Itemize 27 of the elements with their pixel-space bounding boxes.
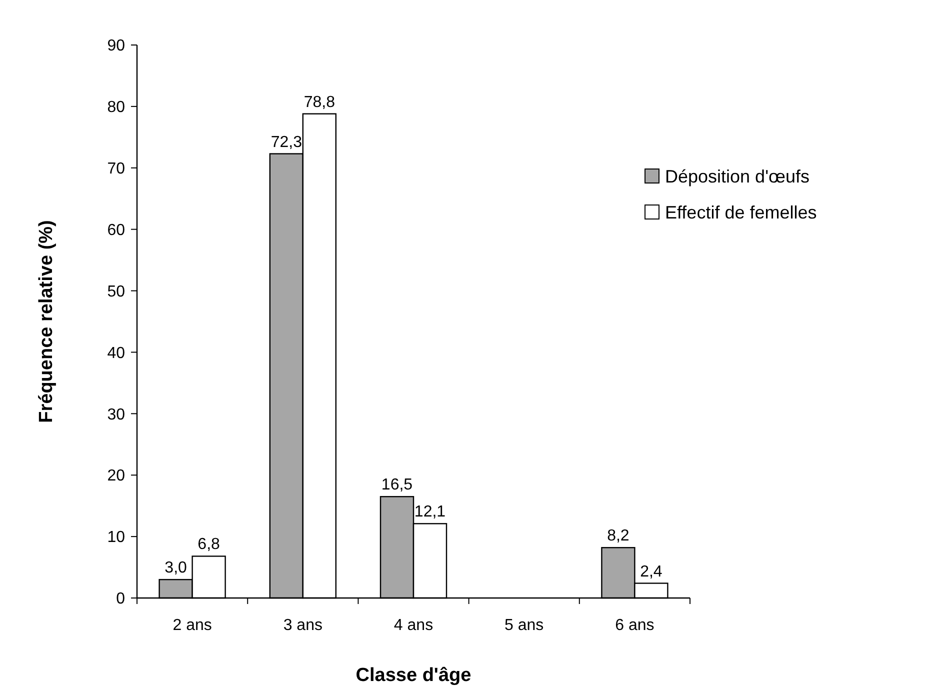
x-tick-label: 4 ans xyxy=(394,617,434,634)
x-tick-label: 6 ans xyxy=(615,617,654,634)
y-tick-label: 0 xyxy=(116,590,126,608)
data-label: 72,3 xyxy=(270,134,302,151)
x-tick-label: 5 ans xyxy=(504,617,544,634)
data-label: 8,2 xyxy=(607,528,630,545)
x-axis-title: Classe d'âge xyxy=(356,665,472,686)
y-tick-label: 60 xyxy=(107,222,126,239)
y-tick-label: 30 xyxy=(107,406,126,424)
x-tick-label: 3 ans xyxy=(283,617,322,634)
data-label: 12,1 xyxy=(414,504,446,521)
data-label: 16,5 xyxy=(381,476,413,494)
y-tick-label: 10 xyxy=(107,529,126,546)
y-tick-label: 50 xyxy=(107,283,126,300)
x-tick-label: 2 ans xyxy=(172,617,212,634)
y-tick-label: 70 xyxy=(107,160,126,178)
legend-label: Déposition d'œufs xyxy=(665,166,810,186)
data-label: 2,4 xyxy=(640,563,662,580)
data-label: 78,8 xyxy=(304,94,336,111)
data-label: 6,8 xyxy=(198,536,220,554)
y-tick-label: 80 xyxy=(107,99,126,116)
y-tick-label: 40 xyxy=(107,344,126,362)
legend-label: Effectif de femelles xyxy=(665,202,817,222)
y-tick-label: 20 xyxy=(107,468,126,485)
y-axis-title: Fréquence relative (%) xyxy=(36,220,57,423)
y-tick-label: 90 xyxy=(107,38,126,55)
data-label: 3,0 xyxy=(164,560,188,577)
